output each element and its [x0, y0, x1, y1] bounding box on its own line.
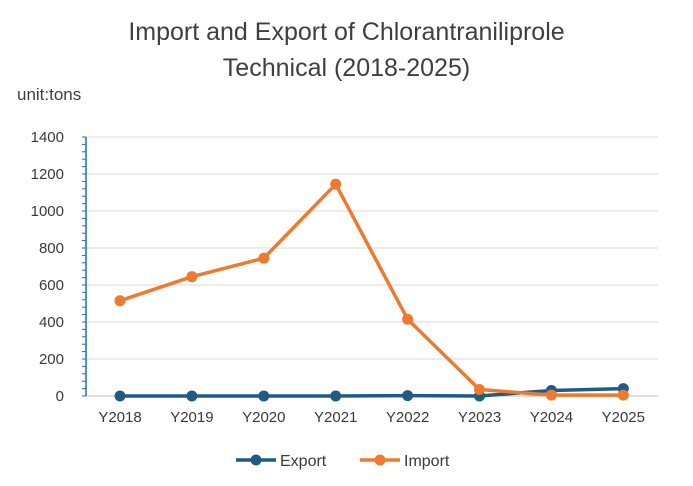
import-data-point — [617, 389, 629, 401]
legend-export-label: Export — [280, 453, 327, 470]
export-series-line — [120, 386, 624, 398]
legend-export-marker — [250, 454, 262, 466]
x-tick-label: Y2018 — [98, 409, 141, 426]
x-tick-label: Y2022 — [386, 409, 429, 426]
y-tick-label: 600 — [39, 277, 64, 294]
import-data-point — [330, 178, 342, 190]
export-data-point — [114, 390, 126, 402]
import-data-point — [186, 271, 198, 283]
x-tick-label: Y2021 — [314, 409, 357, 426]
export-data-point — [258, 390, 270, 402]
x-tick-label: Y2023 — [458, 409, 501, 426]
import-data-point — [114, 295, 126, 307]
unit-label: unit:tons — [17, 85, 82, 104]
import-data-point — [545, 389, 557, 401]
y-tick-label: 800 — [39, 240, 64, 257]
legend-import-marker — [374, 454, 386, 466]
legend-import-label: Import — [404, 453, 450, 470]
x-tick-label: Y2025 — [602, 409, 645, 426]
chart-title-line-2: Technical (2018-2025) — [222, 54, 471, 82]
y-tick-label: 1400 — [31, 129, 64, 146]
chart-title-line-1: Import and Export of Chlorantraniliprole — [128, 18, 565, 46]
y-tick-label: 1200 — [31, 166, 64, 183]
x-tick-label: Y2020 — [242, 409, 285, 426]
import-data-point — [474, 384, 485, 396]
export-data-point — [186, 390, 198, 402]
chart-title: Import and Export of Chlorantraniliprole… — [0, 14, 693, 86]
y-tick-label: 200 — [39, 351, 64, 368]
import-series-line — [119, 182, 624, 397]
export-data-point — [402, 390, 414, 402]
y-tick-label: 400 — [39, 314, 64, 331]
x-tick-label: Y2019 — [170, 409, 213, 426]
y-tick-label: 1000 — [31, 203, 64, 220]
import-data-point — [402, 313, 414, 325]
y-tick-label: 0 — [56, 388, 64, 405]
export-data-point — [330, 390, 342, 402]
x-tick-label: Y2024 — [530, 409, 573, 426]
import-data-point — [258, 252, 270, 264]
